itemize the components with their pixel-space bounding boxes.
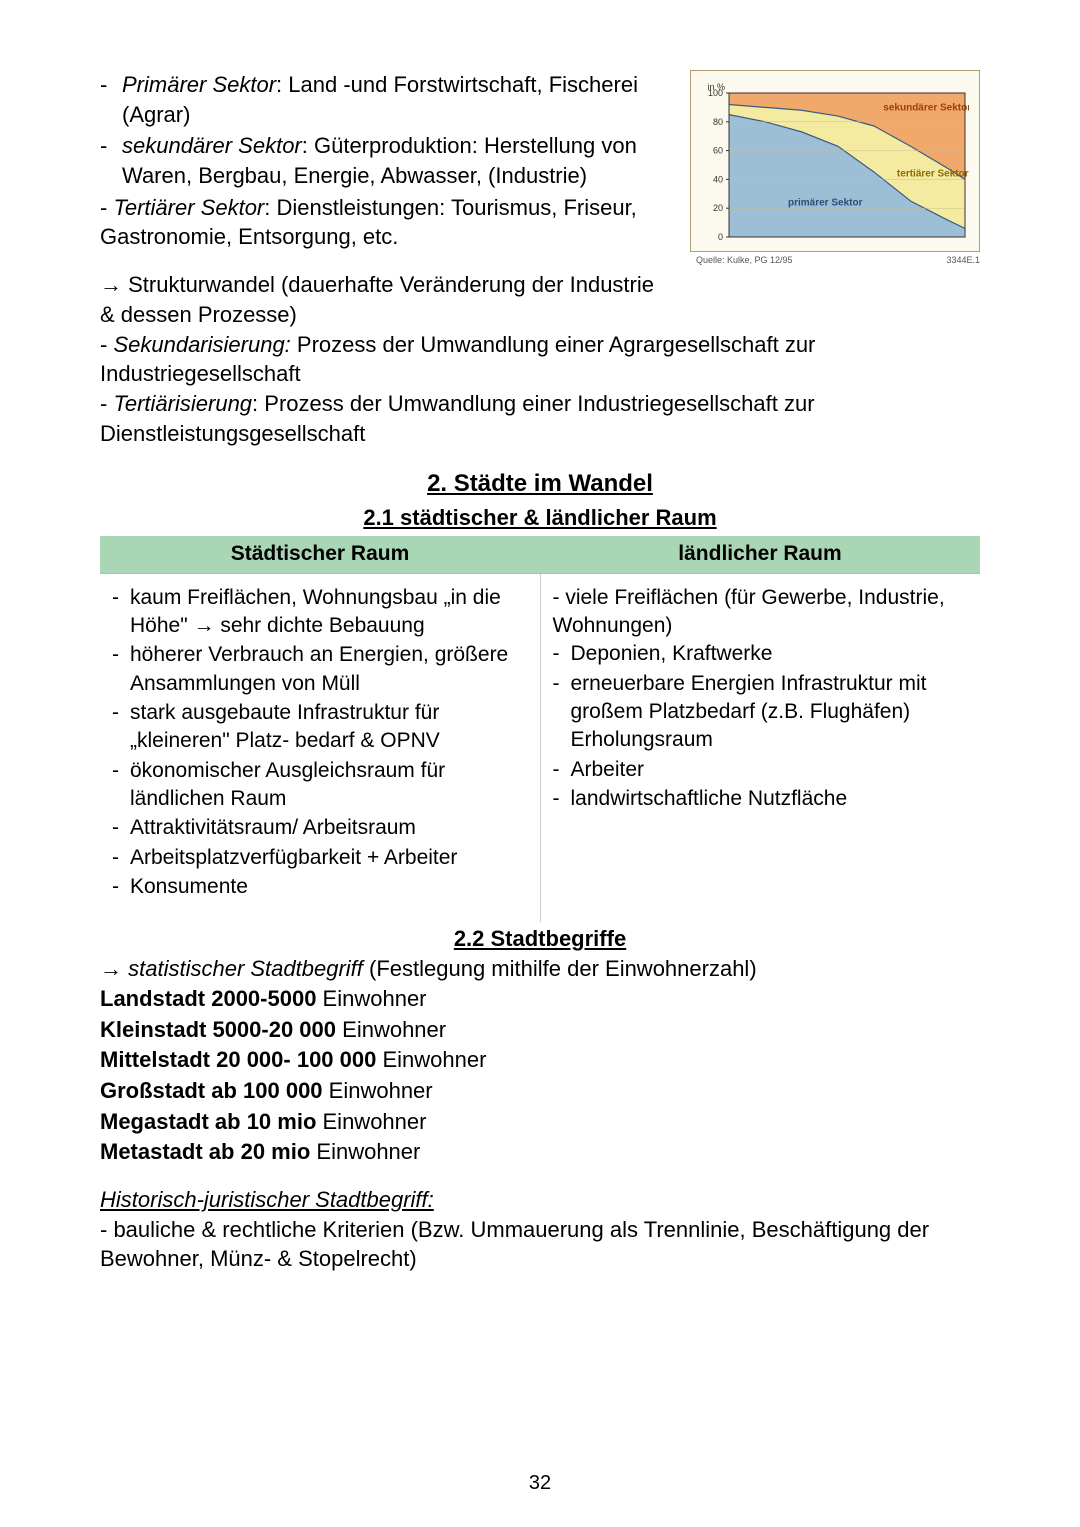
list-item: Attraktivitätsraum/ Arbeitsraum [130,814,528,842]
svg-text:in %: in % [707,82,725,92]
city-def-line: Kleinstadt 5000-20 000 Einwohner [100,1015,980,1045]
svg-text:60: 60 [713,146,723,156]
list-item: kaum Freiflächen, Wohnungsbau „in die Hö… [130,584,528,641]
strukturwandel-line: → Strukturwandel (dauerhafte Veränderung… [100,270,670,329]
sector-definitions: Primärer Sektor: Land -und Forstwirtscha… [100,70,670,330]
stat-label: statistischer Stadtbegriff [128,956,363,981]
chart-svg: 020406080100in %sekundärer Sektortertiär… [699,79,969,249]
city-def-line: Landstadt 2000-5000 Einwohner [100,984,980,1014]
top-section: Primärer Sektor: Land -und Forstwirtscha… [100,70,980,330]
tertiary-sector-line: - Tertiärer Sektor: Dienstleistungen: To… [100,193,670,252]
chart-source-right: 3344E.1 [946,254,980,266]
sekund-label: Sekundarisierung: [113,332,290,357]
sekundarisierung-line: - Sekundarisierung: Prozess der Umwandlu… [100,330,980,389]
page-number: 32 [0,1470,1080,1497]
city-def-line: Großstadt ab 100 000 Einwohner [100,1076,980,1106]
stat-text: (Festlegung mithilfe der Einwohnerzahl) [363,956,757,981]
primary-sector-label: Primärer Sektor [122,72,276,97]
hist-label: Historisch-juristischer Stadtbegriff: [100,1185,980,1215]
compare-table: Städtischer Raum ländlicher Raum kaum Fr… [100,536,980,922]
section-2-title: 2. Städte im Wandel [100,468,980,500]
right-intro: - viele Freiflächen (für Gewerbe, Indust… [553,584,969,641]
stat-stadtbegriff-line: → statistischer Stadtbegriff (Festlegung… [100,954,980,984]
hist-text: - bauliche & rechtliche Kriterien (Bzw. … [100,1215,980,1274]
city-def-line: Megastadt ab 10 mio Einwohner [100,1107,980,1137]
svg-text:sekundärer Sektor: sekundärer Sektor [883,102,969,113]
section-2-2-title: 2.2 Stadtbegriffe [100,924,980,954]
city-def-line: Metastadt ab 20 mio Einwohner [100,1137,980,1167]
tertiarisierung-line: - Tertiärisierung: Prozess der Umwandlun… [100,389,980,448]
list-item: stark ausgebaute Infrastruktur für „klei… [130,699,528,756]
svg-text:80: 80 [713,117,723,127]
table-header-left: Städtischer Raum [100,536,540,573]
svg-text:20: 20 [713,203,723,213]
chart-frame: 020406080100in %sekundärer Sektortertiär… [690,70,980,252]
table-header-right: ländlicher Raum [540,536,980,573]
list-item: Arbeitsplatzverfügbarkeit + Arbeiter [130,844,528,872]
city-def-line: Mittelstadt 20 000- 100 000 Einwohner [100,1045,980,1075]
city-size-defs: Landstadt 2000-5000 EinwohnerKleinstadt … [100,984,980,1167]
svg-text:tertiärer Sektor: tertiärer Sektor [897,169,969,180]
primary-sector-item: Primärer Sektor: Land -und Forstwirtscha… [122,70,670,129]
list-item: ökonomischer Ausgleichsraum für ländlich… [130,757,528,814]
chart-plot: 020406080100in %sekundärer Sektortertiär… [699,79,971,249]
sector-chart: 020406080100in %sekundärer Sektortertiär… [690,70,980,330]
svg-text:0: 0 [718,232,723,242]
secondary-sector-label: sekundärer Sektor [122,133,302,158]
svg-text:40: 40 [713,174,723,184]
list-item: erneuerbare Energien Infrastruktur mit g… [571,670,969,755]
list-item: Konsumente [130,873,528,901]
list-item: Deponien, Kraftwerke [571,640,969,668]
section-2-1-title: 2.1 städtischer & ländlicher Raum [100,503,980,533]
svg-text:primärer Sektor: primärer Sektor [788,197,863,208]
list-item: höherer Verbrauch an Energien, größere A… [130,641,528,698]
chart-source-left: Quelle: Kulke, PG 12/95 [696,254,793,266]
tert-label: Tertiärisierung [113,391,252,416]
tertiary-sector-label: Tertiärer Sektor [113,195,264,220]
list-item: Arbeiter [571,756,969,784]
chart-source: Quelle: Kulke, PG 12/95 3344E.1 [690,252,980,266]
secondary-sector-item: sekundärer Sektor: Güterproduktion: Hers… [122,131,670,190]
table-cell-right: - viele Freiflächen (für Gewerbe, Indust… [540,573,980,922]
list-item: landwirtschaftliche Nutzfläche [571,785,969,813]
table-cell-left: kaum Freiflächen, Wohnungsbau „in die Hö… [100,573,540,922]
